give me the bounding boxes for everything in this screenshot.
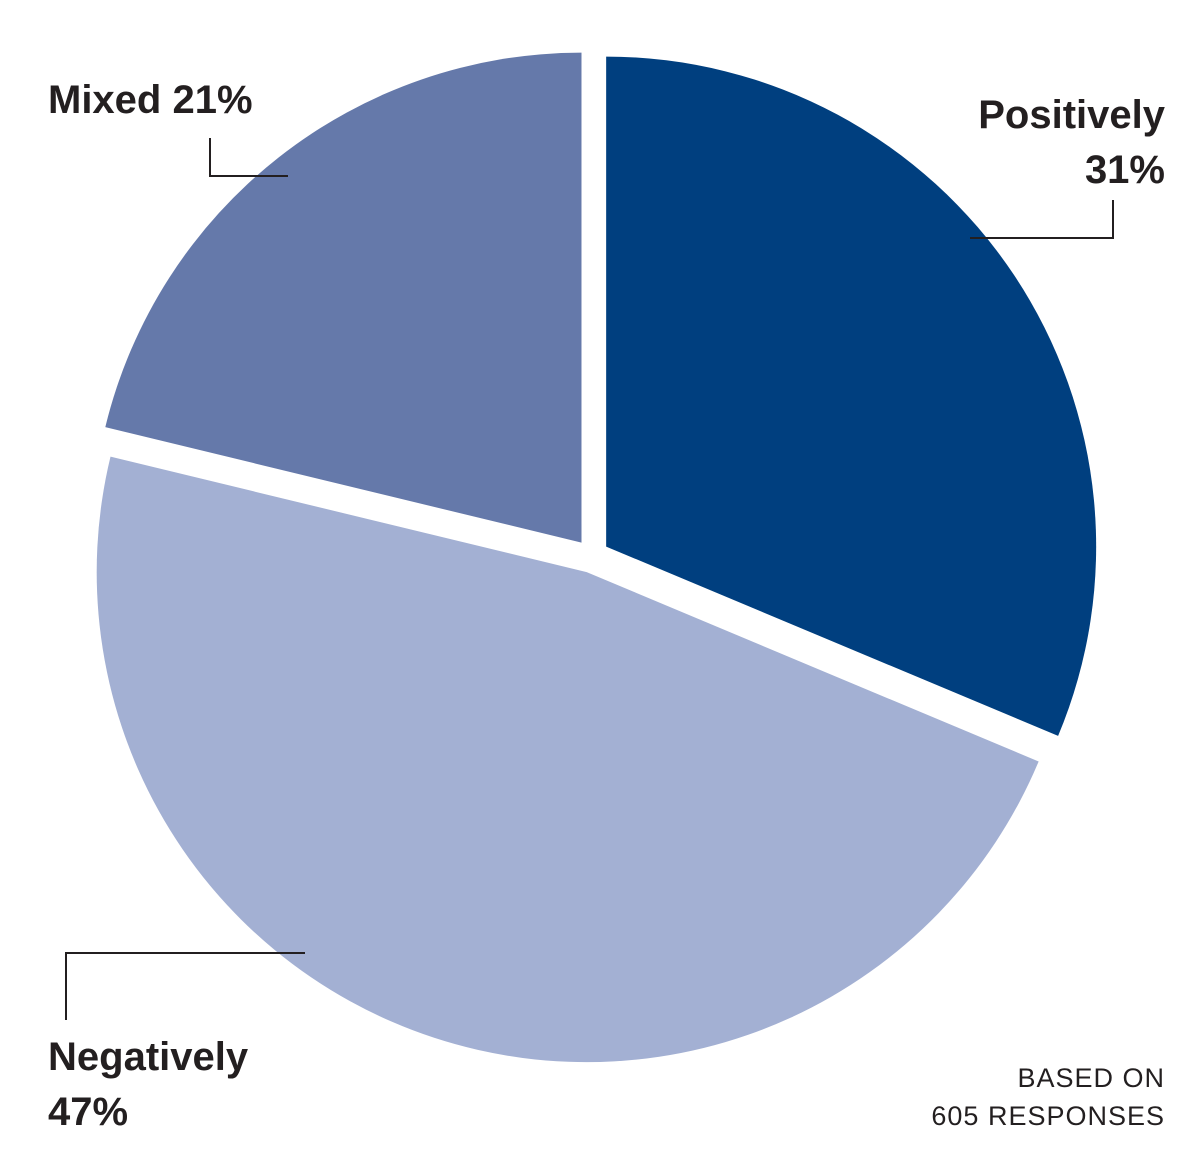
pie-slice <box>606 56 1097 736</box>
leader-line <box>209 138 288 177</box>
pie-slice <box>96 456 1039 1063</box>
leader-line <box>65 952 305 1020</box>
leader-line <box>970 200 1114 239</box>
note: BASED ON <box>1017 1063 1165 1093</box>
value-label: 21% <box>172 78 252 122</box>
category-label: Mixed <box>48 78 161 122</box>
pie-slice <box>105 52 582 543</box>
slice-label: Mixed 21% <box>48 78 253 122</box>
category-label: Positively <box>978 93 1166 137</box>
value-label: 31% <box>1085 148 1165 192</box>
category-label: Negatively <box>48 1035 249 1079</box>
pie <box>96 52 1097 1063</box>
note: 605 RESPONSES <box>931 1101 1165 1131</box>
value-label: 47% <box>48 1090 128 1134</box>
